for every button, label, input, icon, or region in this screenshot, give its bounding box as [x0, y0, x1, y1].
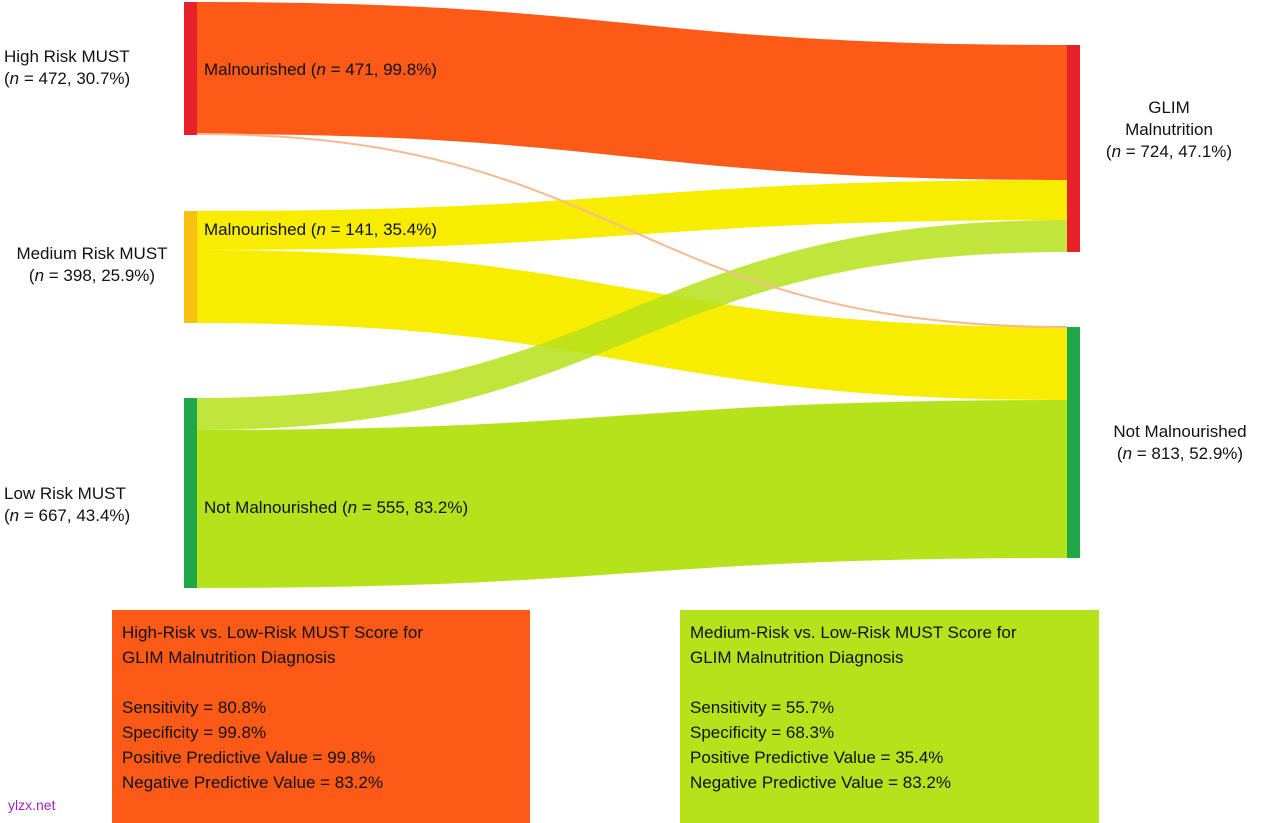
stats-list: Sensitivity = 80.8% Specificity = 99.8% …	[122, 695, 520, 795]
stat-ppv: Positive Predictive Value = 99.8%	[122, 748, 376, 767]
node-label-low-risk: Low Risk MUST (n = 667, 43.4%)	[4, 483, 130, 527]
node-count-low-risk: (n = 667, 43.4%)	[4, 506, 131, 525]
stat-specificity: Specificity = 68.3%	[690, 723, 835, 742]
node-count-medium-risk: (n = 398, 25.9%)	[28, 266, 156, 285]
node-title-glim-line1: GLIM	[1148, 98, 1190, 117]
node-title-low-risk: Low Risk MUST	[4, 484, 126, 503]
stats-box-medium-vs-low: Medium-Risk vs. Low-Risk MUST Score for …	[680, 610, 1099, 823]
node-count-not-malnourished: (n = 813, 52.9%)	[1116, 444, 1244, 463]
node-bar-medium-risk	[184, 211, 197, 323]
stats-box-title: Medium-Risk vs. Low-Risk MUST Score for …	[690, 623, 1017, 667]
node-bar-high-risk	[184, 2, 197, 135]
flow-high-to-not	[196, 133, 1068, 328]
node-label-glim-malnutrition: GLIM Malnutrition (n = 724, 47.1%)	[1088, 97, 1250, 163]
stat-npv: Negative Predictive Value = 83.2%	[690, 773, 951, 792]
flow-low-to-glim	[197, 220, 1067, 430]
stats-list: Sensitivity = 55.7% Specificity = 68.3% …	[690, 695, 1089, 795]
node-title-not-malnourished: Not Malnourished	[1113, 422, 1247, 441]
node-count-glim: (n = 724, 47.1%)	[1105, 142, 1233, 161]
flow-label-low-not-malnourished: Not Malnourished (n = 555, 83.2%)	[204, 498, 469, 517]
stat-ppv: Positive Predictive Value = 35.4%	[690, 748, 944, 767]
node-title-glim-line2: Malnutrition	[1125, 120, 1213, 139]
flow-low-to-not	[197, 400, 1067, 588]
node-title-medium-risk: Medium Risk MUST	[16, 244, 168, 263]
node-bar-not-malnourished	[1067, 327, 1080, 558]
stat-specificity: Specificity = 99.8%	[122, 723, 267, 742]
stats-box-title: High-Risk vs. Low-Risk MUST Score for GL…	[122, 623, 424, 667]
node-title-high-risk: High Risk MUST	[4, 47, 130, 66]
stats-box-high-vs-low: High-Risk vs. Low-Risk MUST Score for GL…	[112, 610, 530, 823]
flow-label-high-malnourished: Malnourished (n = 471, 99.8%)	[204, 60, 437, 79]
node-label-medium-risk: Medium Risk MUST (n = 398, 25.9%)	[4, 243, 180, 287]
node-label-high-risk: High Risk MUST (n = 472, 30.7%)	[4, 46, 130, 90]
node-bar-low-risk	[184, 398, 197, 588]
node-bar-glim-malnutrition	[1067, 45, 1080, 252]
flow-label-medium-malnourished: Malnourished (n = 141, 35.4%)	[204, 220, 437, 239]
node-count-high-risk: (n = 472, 30.7%)	[4, 69, 131, 88]
node-label-not-malnourished: Not Malnourished (n = 813, 52.9%)	[1092, 421, 1264, 465]
flow-medium-to-glim	[197, 180, 1067, 250]
flow-high-to-glim	[197, 2, 1067, 180]
stat-npv: Negative Predictive Value = 83.2%	[122, 773, 383, 792]
stat-sensitivity: Sensitivity = 55.7%	[690, 698, 835, 717]
stat-sensitivity: Sensitivity = 80.8%	[122, 698, 267, 717]
watermark: ylzx.net	[8, 797, 56, 813]
